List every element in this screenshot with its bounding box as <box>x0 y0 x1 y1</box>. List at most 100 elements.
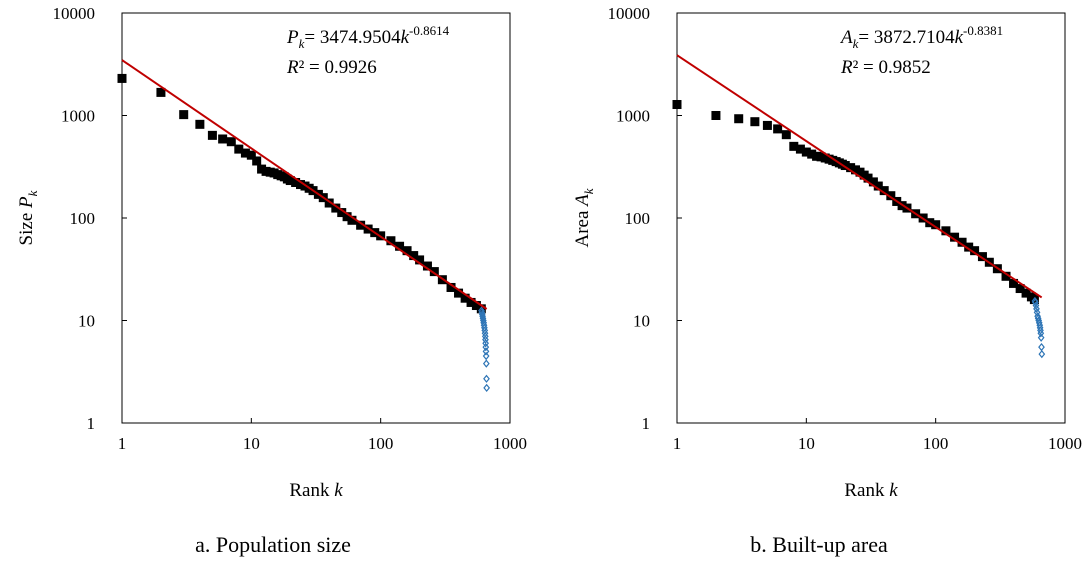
r-squared-label: R <box>840 57 853 78</box>
data-point <box>195 119 205 129</box>
data-point <box>964 242 974 252</box>
data-point <box>240 148 250 158</box>
data-point <box>252 156 262 166</box>
x-axis-label-variable: k <box>889 480 898 501</box>
data-point <box>460 293 470 303</box>
tail-series <box>478 306 491 393</box>
data-point <box>117 73 127 83</box>
y-tick-label: 100 <box>70 209 96 228</box>
x-tick-label: 100 <box>923 434 949 453</box>
y-axis-label-subscript: k <box>25 190 40 196</box>
data-point <box>1021 288 1031 298</box>
data-point <box>868 177 878 187</box>
data-point <box>795 144 805 154</box>
data-point-tail <box>1038 349 1046 359</box>
data-point <box>762 120 772 130</box>
main-series <box>117 73 486 314</box>
y-tick-label: 10 <box>78 312 95 331</box>
data-point <box>970 246 980 256</box>
y-axis-label: Area Ak <box>572 188 596 247</box>
data-point <box>1015 284 1025 294</box>
data-point <box>337 208 347 218</box>
data-point <box>957 237 967 247</box>
y-axis-label-text: Area <box>572 206 593 248</box>
data-point <box>734 114 744 124</box>
fit-r-squared: R² = 0.9852 <box>840 57 931 78</box>
data-point <box>218 134 228 144</box>
data-point-tail <box>478 310 486 319</box>
power-law-fit-line <box>121 59 488 310</box>
x-tick-label: 10 <box>243 434 260 453</box>
data-point <box>179 110 189 120</box>
data-point <box>789 141 799 151</box>
data-point <box>415 255 425 265</box>
equation-k: k <box>401 27 410 48</box>
x-axis-label-text: Rank <box>844 480 889 501</box>
data-point <box>1009 278 1019 288</box>
y-tick-label: 1 <box>642 414 651 433</box>
x-tick-label: 100 <box>368 434 394 453</box>
y-tick-label: 1 <box>87 414 96 433</box>
tail-series <box>1031 296 1046 359</box>
data-point-tail <box>482 351 490 361</box>
data-point <box>886 191 896 201</box>
data-point-tail <box>479 312 486 321</box>
y-tick-label: 10 <box>633 312 650 331</box>
y-tick-label: 10000 <box>608 4 651 23</box>
chart-caption: a. Population size <box>195 532 351 557</box>
data-point <box>950 232 960 242</box>
data-point <box>422 261 432 271</box>
equation-exponent: -0.8614 <box>409 23 450 38</box>
equation-subscript: k <box>299 36 305 51</box>
x-tick-label: 1000 <box>1048 434 1082 453</box>
data-point <box>863 173 873 183</box>
data-point <box>356 220 366 230</box>
data-point-tail <box>482 359 490 368</box>
data-point <box>342 212 352 222</box>
y-tick-label: 10000 <box>53 4 96 23</box>
data-point <box>386 236 396 246</box>
x-axis-label-text: Rank <box>289 480 334 501</box>
r-squared-value: ² = 0.9852 <box>853 57 931 78</box>
chart-panel-population: 1 10 100 1000 1 10 100 1000 10000 Rank k Size Pk Pk… <box>16 4 527 557</box>
data-point <box>801 147 811 157</box>
data-point <box>226 137 236 147</box>
data-point <box>471 301 481 311</box>
y-axis-label: Size Pk <box>16 190 40 245</box>
r-squared-label: R <box>286 57 299 78</box>
y-tick-label: 1000 <box>616 107 650 126</box>
data-point <box>331 203 341 213</box>
data-point <box>285 176 295 186</box>
data-point <box>446 282 456 292</box>
equation-subscript: k <box>853 36 859 51</box>
data-point <box>873 181 883 191</box>
chart-panel-built-up-area: 1 10 100 1000 1 10 100 1000 10000 Rank k Area Ak Ak… <box>546 0 1092 571</box>
data-point <box>1001 271 1011 281</box>
y-axis-label-subscript: k <box>581 188 596 194</box>
y-axis-label-variable: A <box>572 194 593 208</box>
data-point <box>347 215 357 225</box>
data-point-tail <box>483 374 490 383</box>
data-point-tail <box>1037 326 1044 335</box>
data-point-tail <box>1032 301 1040 310</box>
y-tick-label: 100 <box>625 209 651 228</box>
data-point <box>941 226 951 236</box>
r-squared-value: ² = 0.9926 <box>299 57 377 78</box>
data-point <box>466 297 476 307</box>
data-point <box>402 246 412 256</box>
data-point <box>846 163 856 173</box>
data-point <box>711 111 721 120</box>
main-series <box>672 100 1039 305</box>
data-point <box>476 304 486 314</box>
fit-equation: Ak= 3872.7104k-0.8381 <box>839 23 1003 51</box>
data-point <box>429 267 439 277</box>
data-point <box>931 220 941 230</box>
data-point <box>156 87 166 97</box>
data-point-tail <box>1038 342 1045 352</box>
equation-coefficient: = 3872.7104 <box>858 27 955 48</box>
data-point <box>750 117 760 127</box>
data-point-tail <box>1037 333 1045 342</box>
x-tick-label: 1 <box>673 434 682 453</box>
